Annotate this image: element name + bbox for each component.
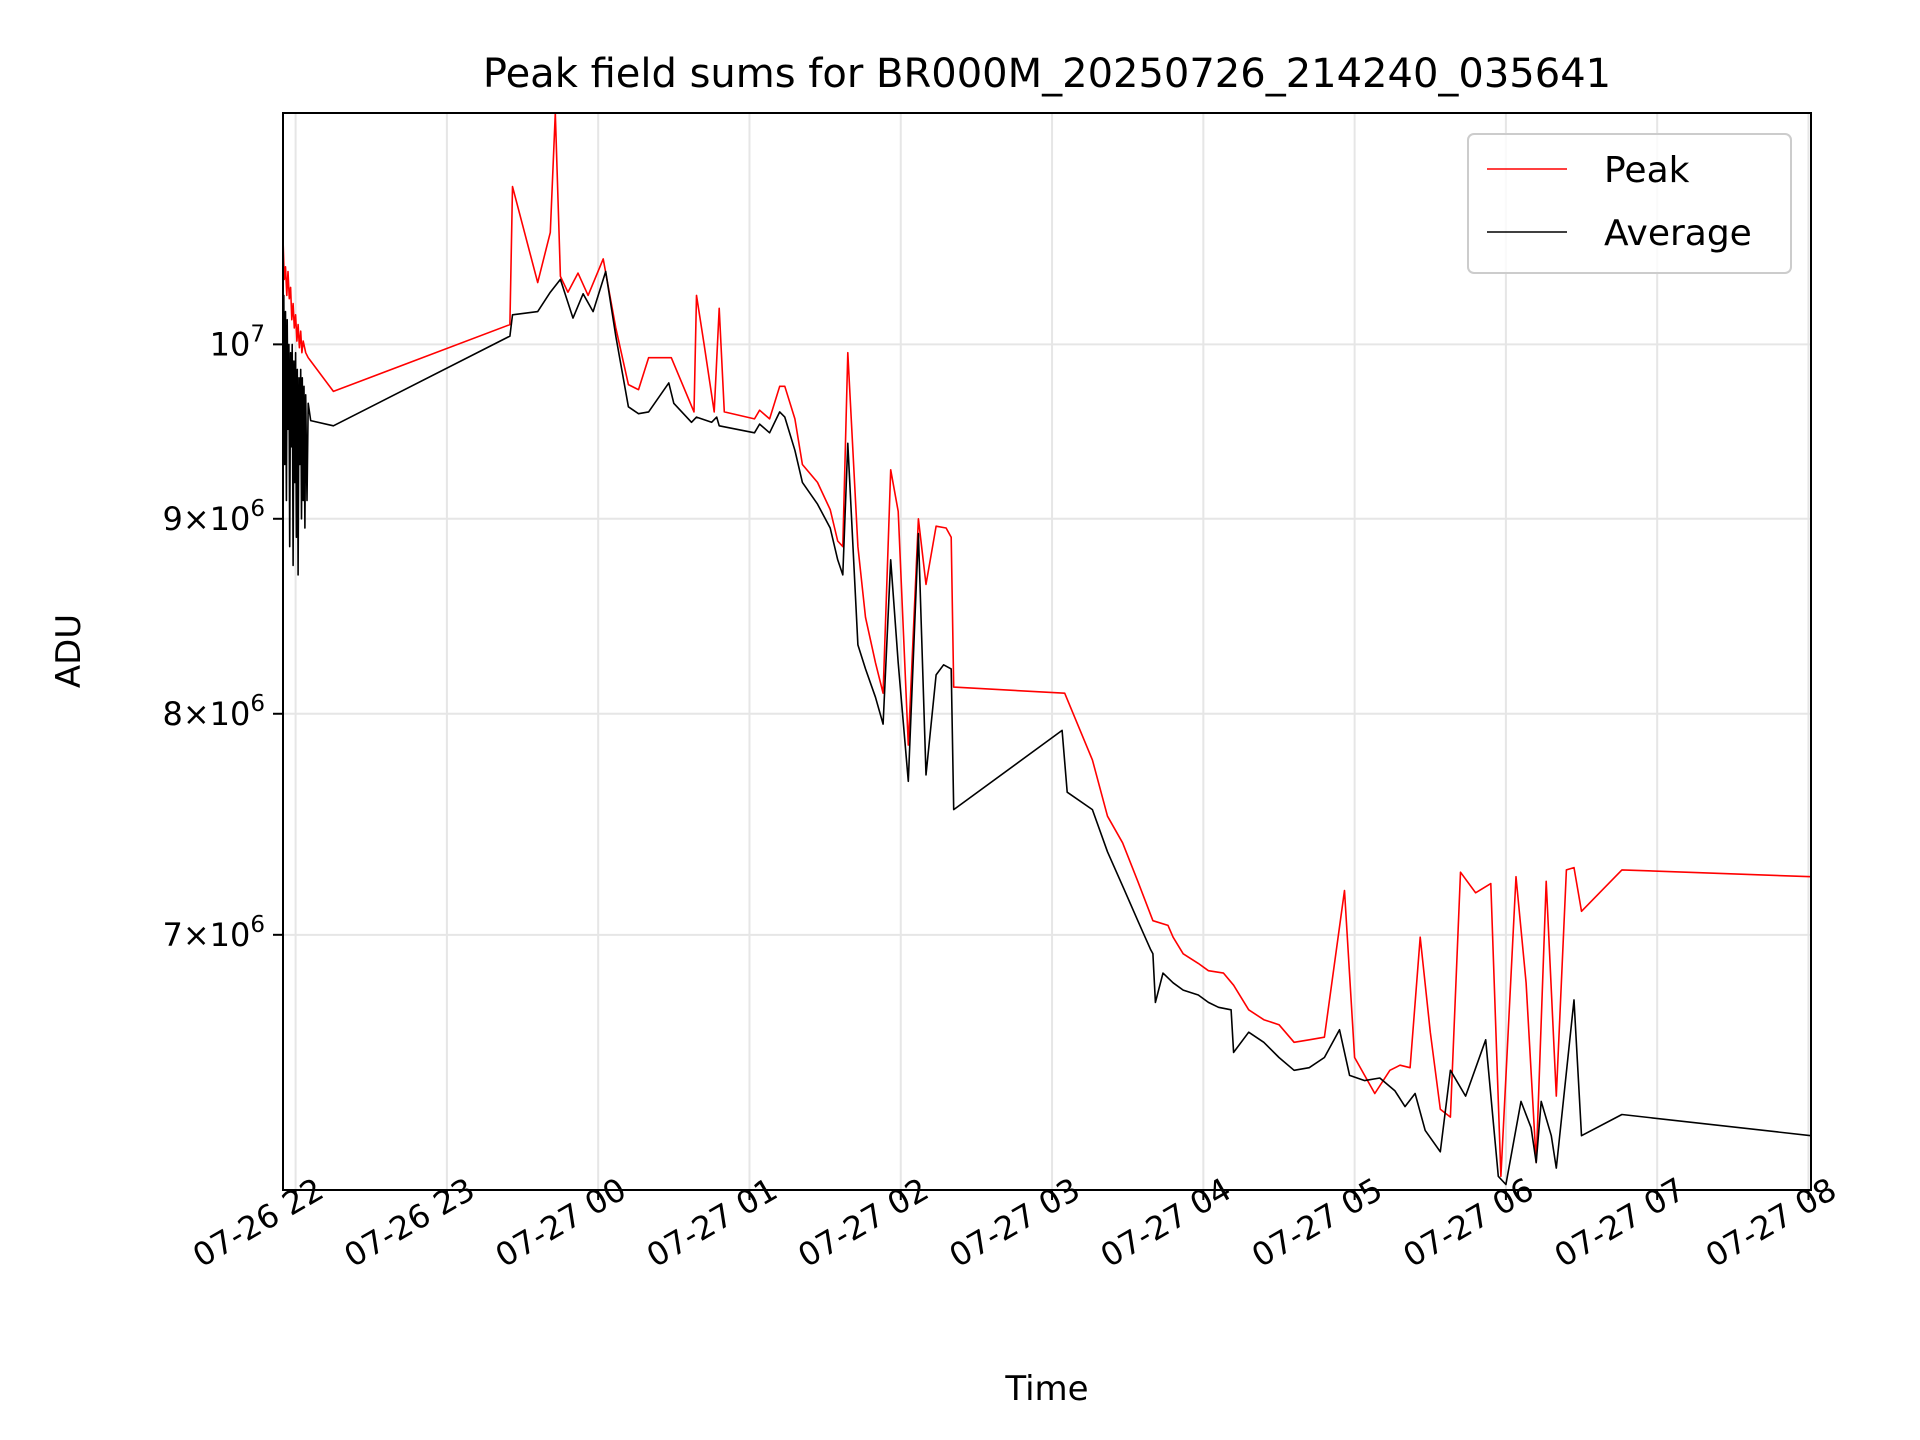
plot-series [283,113,1811,1186]
y-tick-label: 7×106 [162,912,265,954]
grid [283,113,1811,1190]
series-line-average [283,270,1811,1186]
chart-title: Peak field sums for BR000M_20250726_2142… [483,51,1611,97]
y-axis: 7×106 8×106 9×106 107 [162,321,283,954]
series-line-peak [283,113,1811,1178]
x-axis-label: Time [1004,1369,1088,1409]
legend: Peak Average [1467,133,1792,274]
y-tick-label: 8×106 [162,691,265,733]
legend-label-average: Average [1604,213,1752,254]
plot-frame [282,112,1812,1191]
y-axis-label: ADU [49,614,89,688]
y-tick-label: 9×106 [162,496,265,538]
y-tick-label: 107 [210,321,265,363]
legend-label-peak: Peak [1604,150,1690,191]
